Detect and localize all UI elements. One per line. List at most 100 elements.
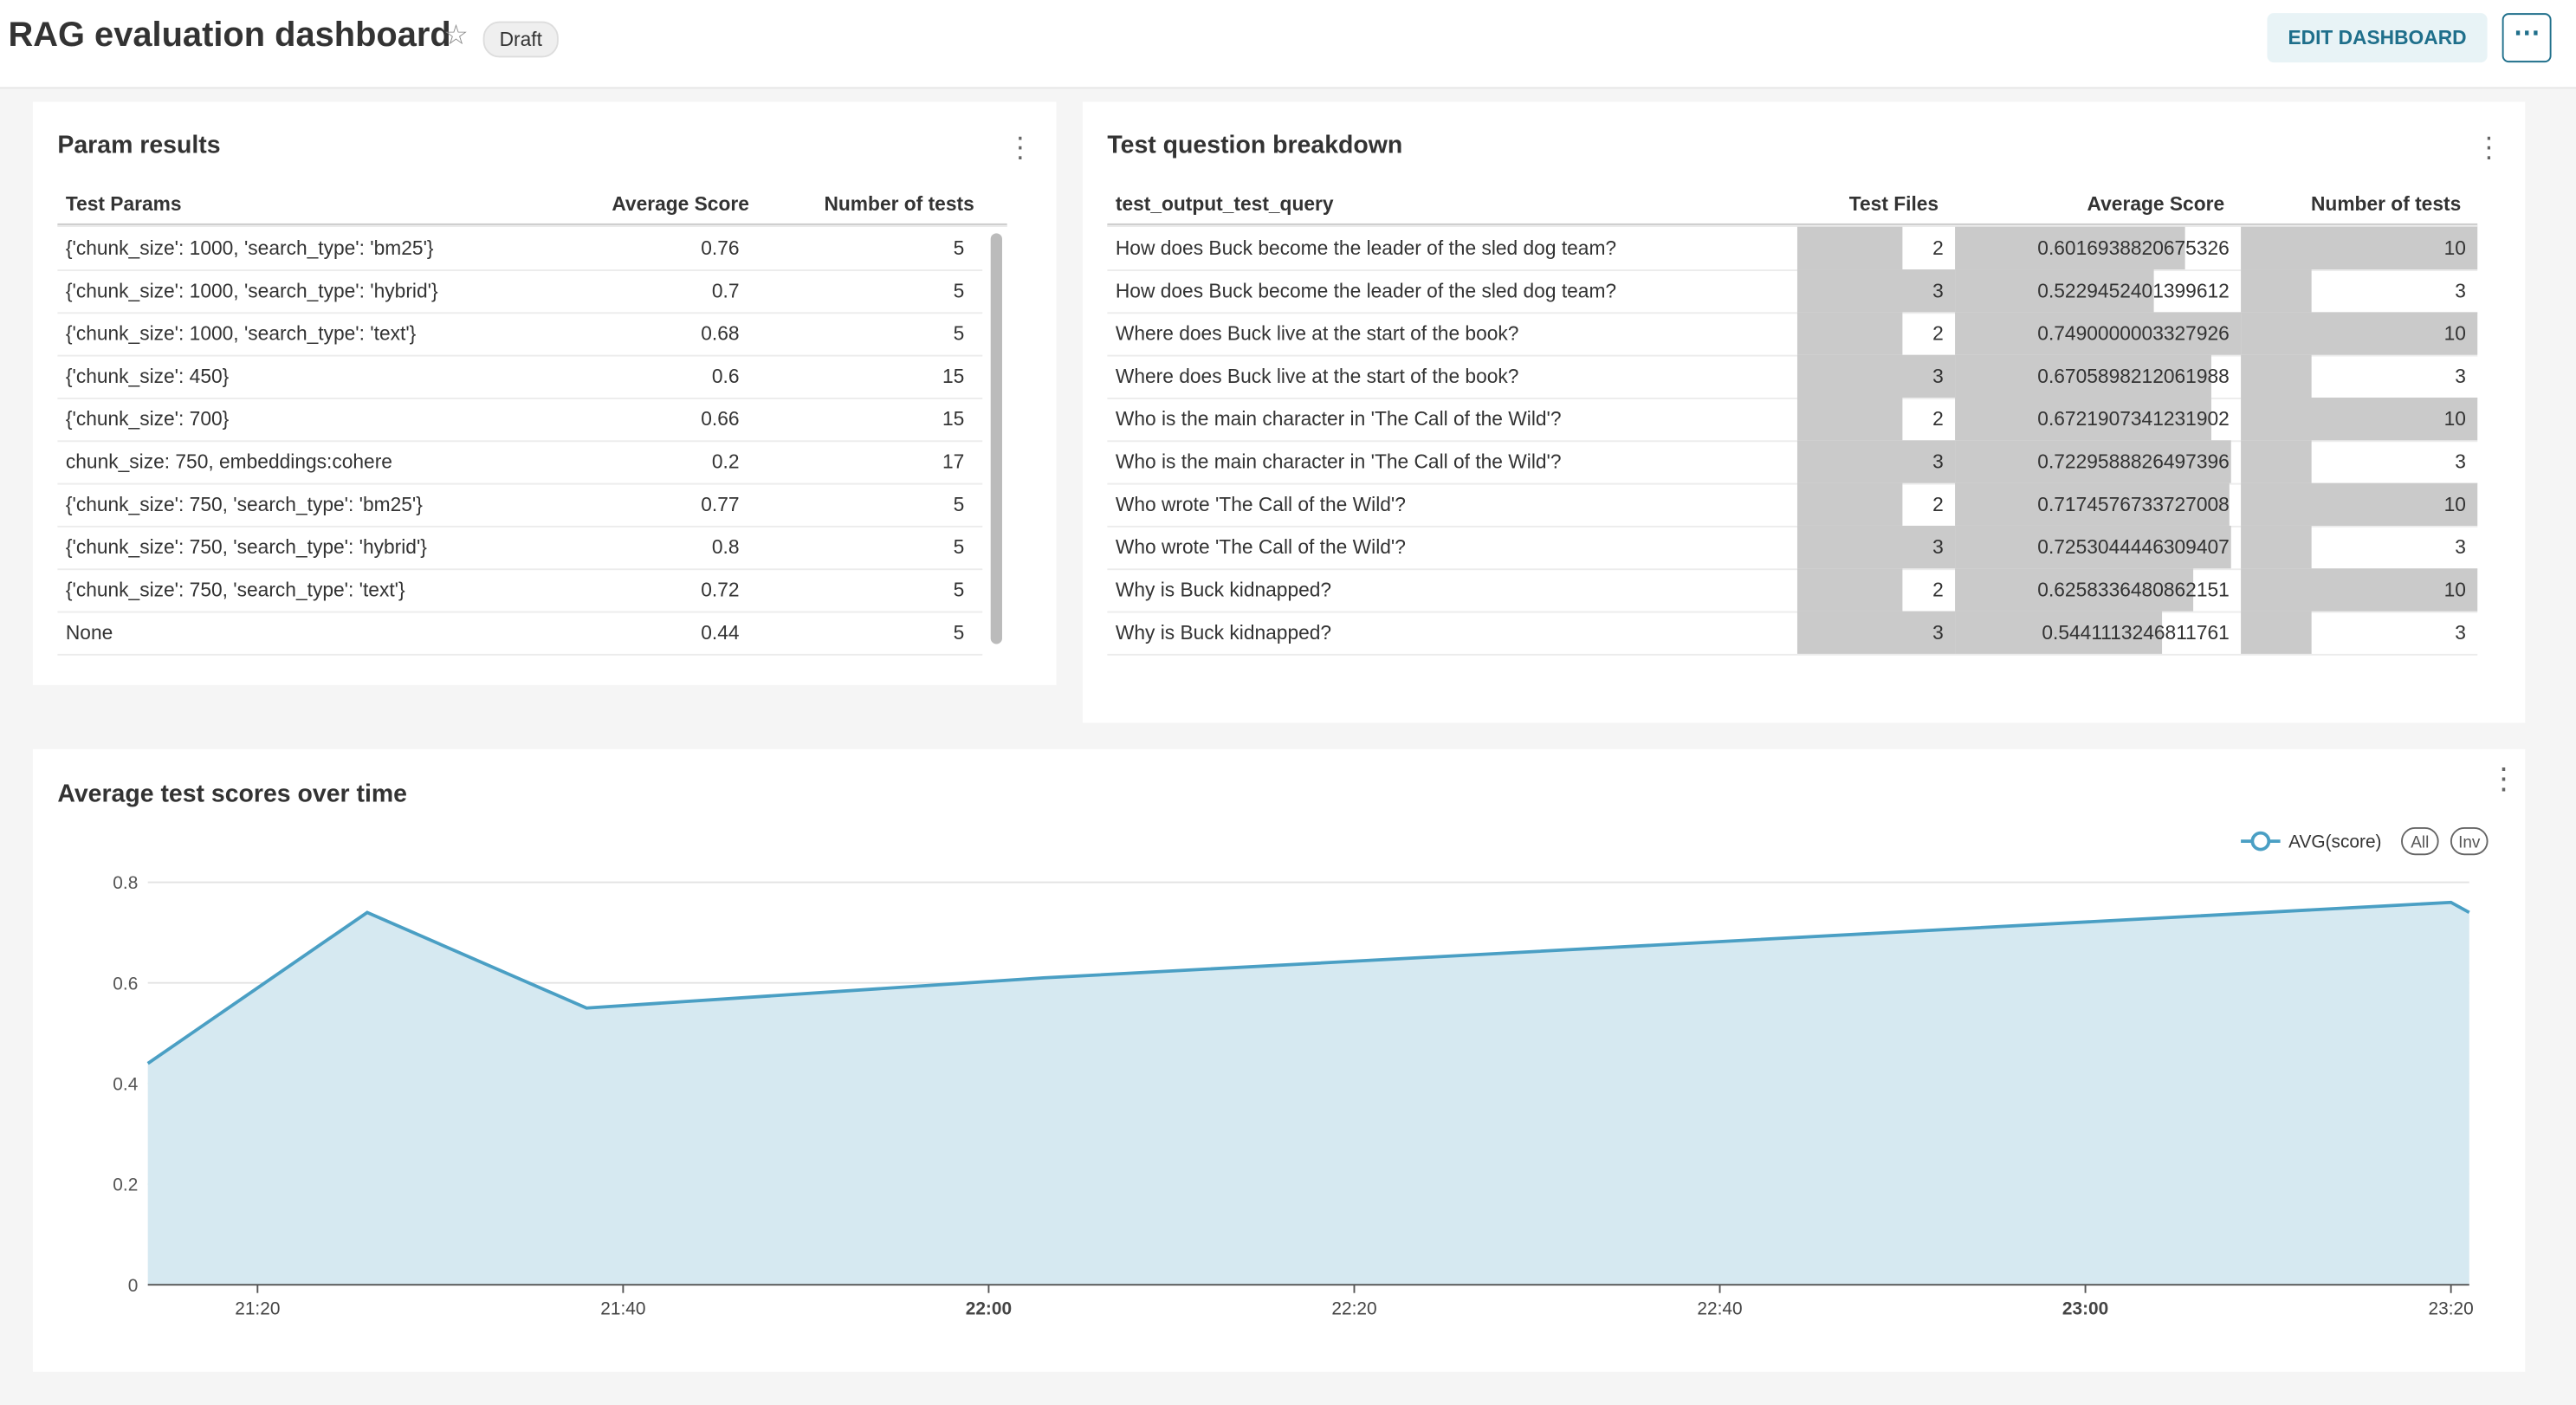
cell-bar [2241, 226, 2478, 270]
table-cell: Why is Buck kidnapped? [1115, 578, 1332, 602]
cell-bar [1955, 568, 2194, 612]
table-row: {'chunk_size': 750, 'search_type': 'text… [57, 568, 983, 613]
table-cell: None [65, 620, 113, 644]
table-cell: Who is the main character in 'The Call o… [1115, 450, 1562, 474]
more-button[interactable]: ⋯ [2502, 13, 2552, 63]
chart: Average test scores over time ⋮ 0 0.2 0.4 0… [57, 762, 2519, 1318]
table-cell: 2 [1932, 236, 1944, 260]
table-cell: 0.72 [701, 578, 740, 602]
y-tick-label: 0.4 [113, 1074, 138, 1094]
table-cell: 5 [953, 620, 965, 644]
table-cell: 2 [1932, 578, 1944, 602]
cell-bar [1955, 354, 2211, 398]
area [147, 902, 2469, 1285]
legend-button[interactable] [2401, 826, 2439, 856]
column-header: Test Files [1848, 191, 1939, 216]
panel-menu[interactable]: · · · [1015, 120, 1026, 173]
table-row: How does Buck become the leader of the s… [1107, 269, 2478, 314]
cell-bar [1955, 398, 2212, 441]
table-cell: 10 [2443, 578, 2466, 602]
table-cell: 0.7229588826497396 [2037, 450, 2230, 474]
panel-title: Test question breakdown [1107, 131, 1403, 159]
column-header: Average Score [2087, 191, 2225, 216]
table-cell: 2 [1932, 321, 1944, 346]
table-row: Who is the main character in 'The Call o… [1107, 440, 2478, 485]
chart-panel: Average test scores over time ⋮ 0 0.2 0.4 0… [32, 748, 2526, 1372]
cell-bar [1955, 269, 2155, 313]
cell-bar [2241, 269, 2313, 313]
table-cell: 0.68 [701, 321, 740, 346]
dashboard-title: RAG evaluation dashboard [8, 16, 451, 55]
cell-bar [1796, 354, 1956, 398]
chart-title: Average test scores over time [57, 780, 407, 808]
table-row: {'chunk_size': 1000, 'search_type': 'tex… [57, 312, 983, 357]
table-cell: 17 [942, 450, 965, 474]
table-row: {'chunk_size': 1000, 'search_type': 'hyb… [57, 269, 983, 314]
cell-bar [1796, 269, 1956, 313]
top-bar: RAG evaluation dashboard ☆ Draft EDIT DA… [0, 0, 2576, 89]
table-cell: Where does Buck live at the start of the… [1115, 365, 1519, 388]
table-cell: 0.5229452401399612 [2037, 279, 2230, 302]
column-header: Number of tests [2310, 191, 2462, 216]
cell-bar [2241, 354, 2313, 398]
favorite-star[interactable]: ☆ [443, 19, 469, 51]
table-cell: Who wrote 'The Call of the Wild'? [1115, 535, 1406, 559]
table: test_output_test_query Test Files Average … [1107, 191, 2478, 669]
table-row: Why is Buck kidnapped? 2 0.625833648086215… [1107, 568, 2478, 613]
cell-bar [2241, 312, 2478, 355]
x-tick-label: 23:20 [2429, 1298, 2474, 1318]
table-row: {'chunk_size': 1000, 'search_type': 'bm2… [57, 227, 983, 271]
cell-bar [2241, 611, 2313, 654]
cell-bar [1796, 611, 1956, 654]
table-cell: 15 [942, 407, 965, 431]
table-cell: 3 [2455, 620, 2466, 644]
edit-button[interactable]: EDIT DASHBOARD [2267, 13, 2488, 63]
table-cell: 3 [2455, 535, 2466, 559]
table-cell: 3 [2455, 450, 2466, 474]
cell-bar [1796, 568, 1903, 612]
column-header: Number of tests [824, 191, 974, 216]
y-tick-label: 0 [128, 1276, 139, 1296]
table-cell: {'chunk_size': 1000, 'search_type': 'bm2… [65, 236, 434, 260]
x-tick-label: 22:00 [966, 1298, 1012, 1318]
table-cell: 0.7490000003327926 [2037, 321, 2230, 346]
cell-bar [2241, 440, 2313, 483]
legend-button[interactable] [2450, 826, 2489, 856]
table-cell: 10 [2443, 407, 2466, 431]
table: Test Params Average Score Number of tests {… [57, 191, 1007, 669]
table-cell: 15 [942, 365, 965, 388]
scrollbar[interactable] [990, 233, 1002, 644]
x-tick-label: 21:40 [600, 1298, 645, 1318]
table-cell: 0.6016938820675326 [2037, 236, 2230, 260]
cell-bar [1955, 226, 2185, 270]
table-cell: 5 [953, 493, 965, 516]
panel-menu[interactable]: · · · [2483, 120, 2495, 173]
cell-bar [1955, 611, 2163, 654]
table-cell: {'chunk_size': 1000, 'search_type': 'hyb… [65, 279, 438, 302]
column-header: Test Params [65, 191, 182, 216]
cell-bar [2241, 482, 2478, 526]
legend-marker [2250, 831, 2271, 851]
x-tick-label: 22:40 [1697, 1298, 1742, 1318]
table-cell: 0.44 [701, 620, 740, 644]
table-row: Where does Buck live at the start of the… [1107, 354, 2478, 399]
table-row: {'chunk_size': 750, 'search_type': 'hybr… [57, 526, 983, 571]
table-cell: {'chunk_size': 750, 'search_type': 'text… [65, 578, 405, 602]
table-cell: 0.6705898212061988 [2037, 365, 2230, 388]
x-tick-label: 23:00 [2062, 1298, 2108, 1318]
legend-button-label: Inv [2458, 834, 2481, 852]
table-cell: How does Buck become the leader of the s… [1115, 236, 1617, 260]
header-rule [57, 223, 1007, 227]
table-cell: {'chunk_size': 1000, 'search_type': 'tex… [65, 321, 417, 346]
table-row: Why is Buck kidnapped? 3 0.544111324681176… [1107, 611, 2478, 656]
status-badge: Draft [482, 21, 559, 58]
table-cell: 10 [2443, 236, 2466, 260]
cell-bar [1955, 440, 2231, 483]
panel-menu[interactable]: ⋮ [2489, 762, 2519, 795]
y-tick-label: 0.6 [113, 974, 138, 994]
table-row: Who wrote 'The Call of the Wild'? 3 0.7253… [1107, 525, 2478, 571]
column-header: test_output_test_query [1115, 191, 1334, 216]
table-row: None 0.44 5 [57, 612, 983, 656]
table-cell: 0.76 [701, 236, 740, 260]
table-cell: chunk_size: 750, embeddings:cohere [65, 450, 392, 474]
